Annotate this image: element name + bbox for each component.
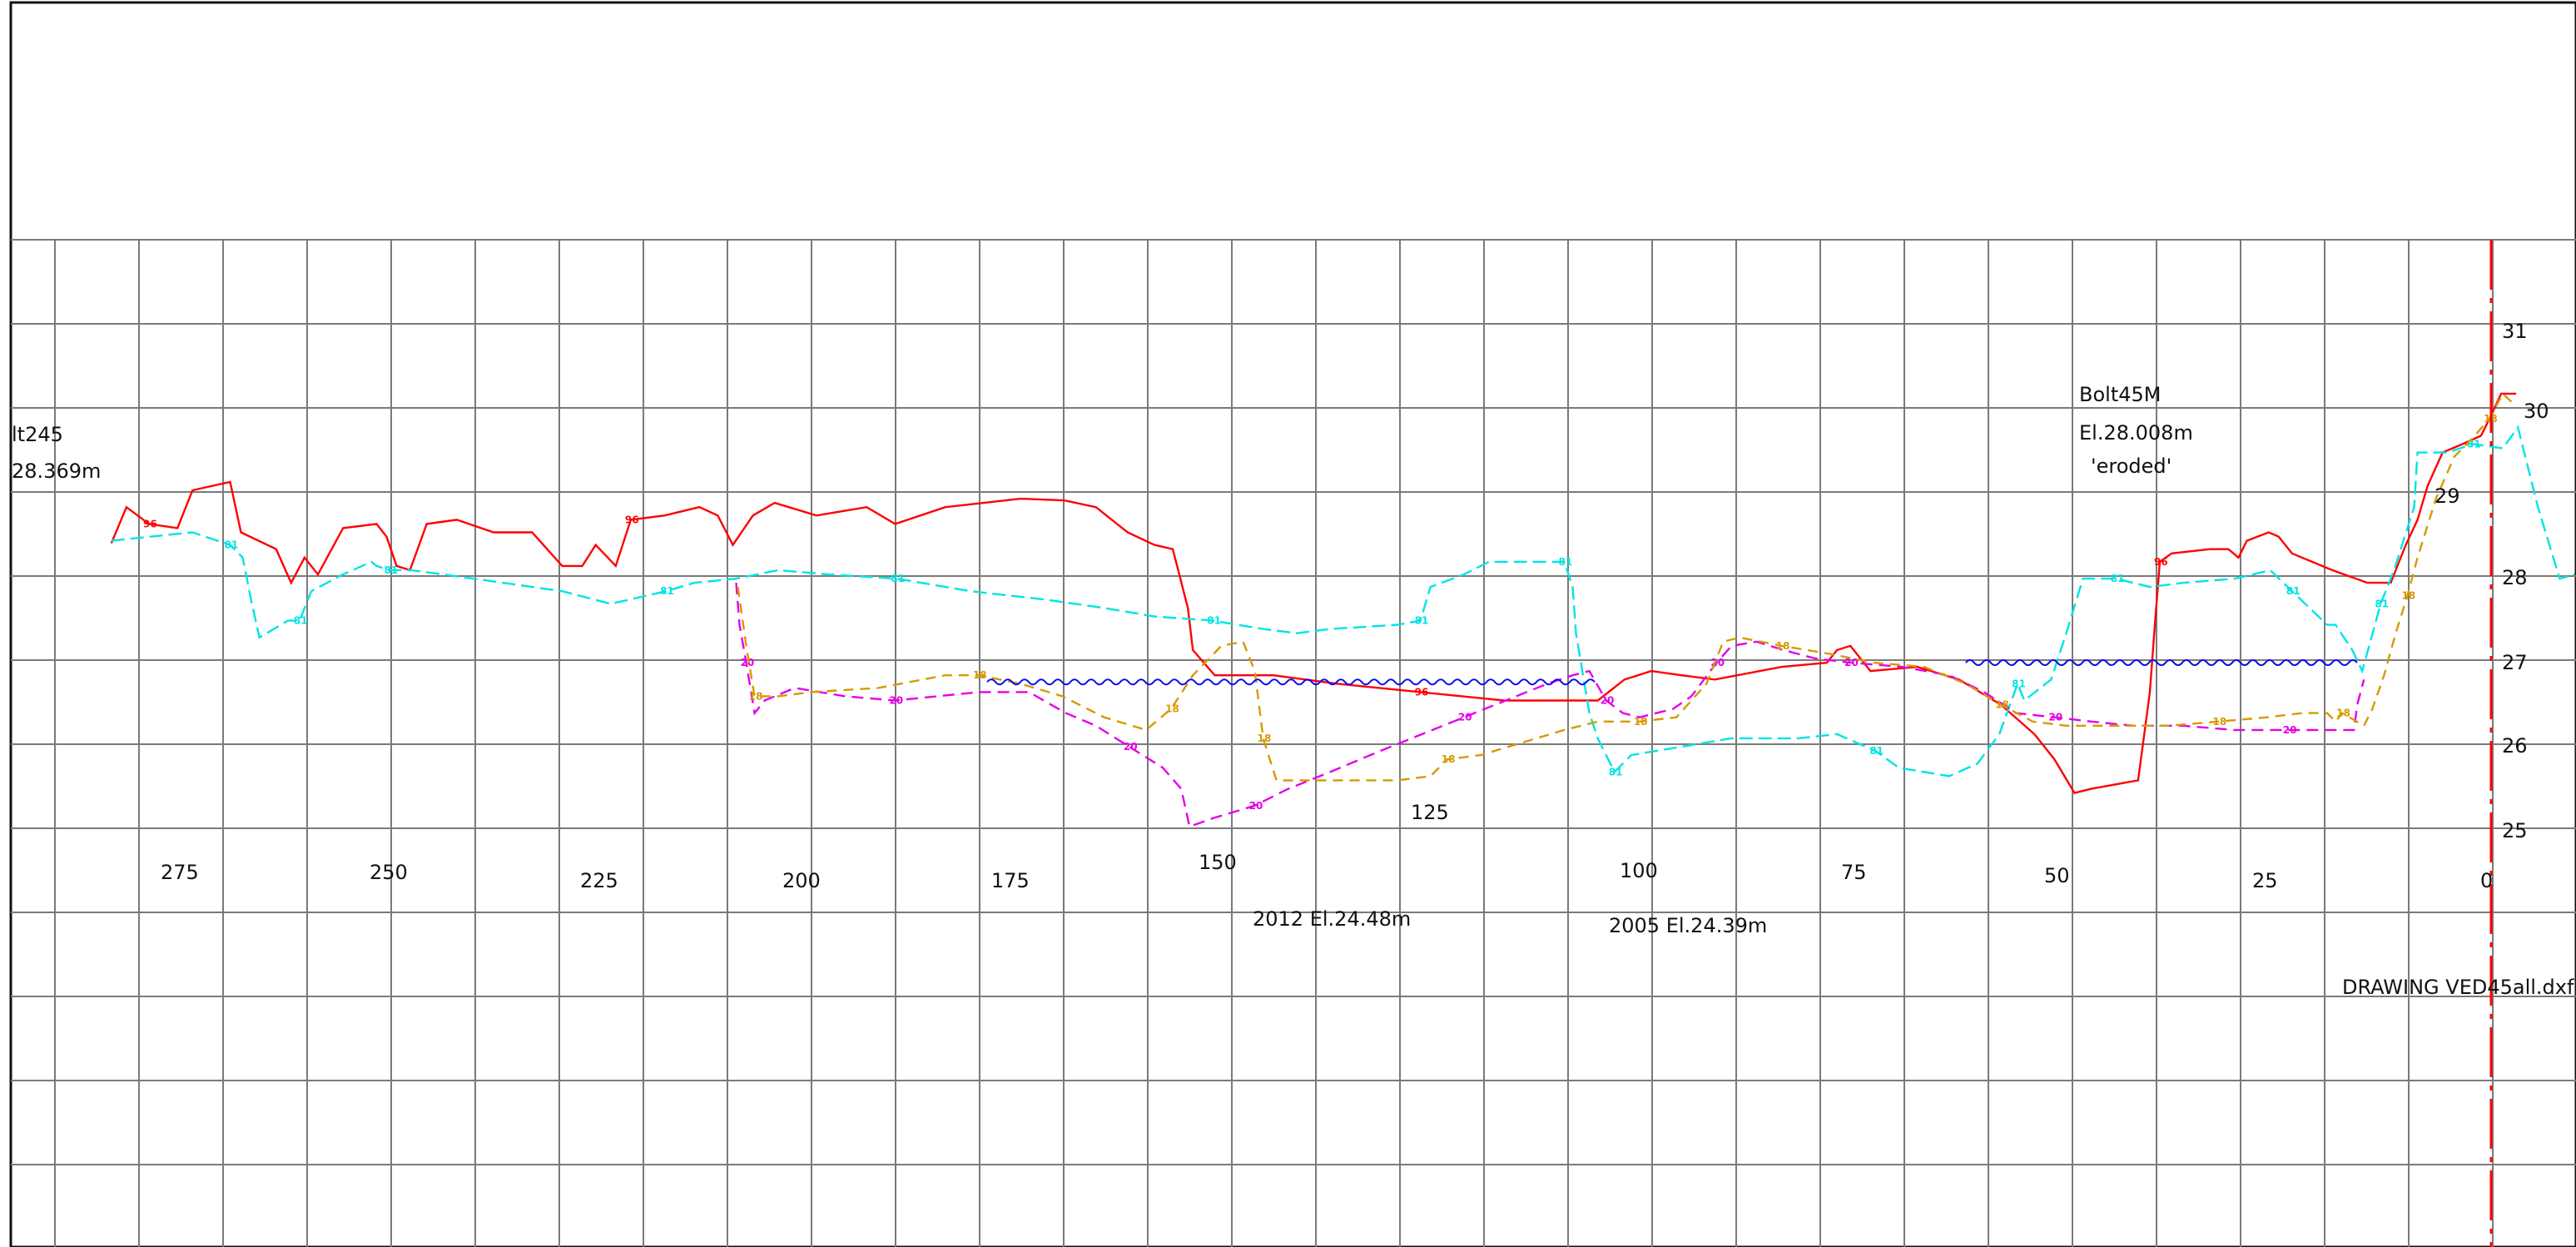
line-code-tag: 81 <box>2286 585 2301 597</box>
elevation-label: 30 <box>2524 400 2549 423</box>
line-code-tag: 81 <box>384 564 398 576</box>
line-code-tag: 20 <box>1249 800 1263 812</box>
bolt-right-name: Bolt45M <box>2079 383 2161 406</box>
line-code-tag: 81 <box>2012 678 2026 689</box>
profile-line-18 <box>737 391 2518 782</box>
line-code-tag: 81 <box>2467 438 2481 450</box>
elevation-label: 26 <box>2502 734 2528 758</box>
line-code-tag: 18 <box>1995 699 2009 711</box>
station-label: 275 <box>161 861 199 884</box>
station-label: 125 <box>1411 801 1449 824</box>
line-code-tag: 18 <box>1776 640 1790 652</box>
elevation-label: 25 <box>2502 819 2528 842</box>
line-code-tag: 20 <box>2283 724 2297 736</box>
line-code-tag: 18 <box>1258 733 1272 744</box>
bolt-left-name: lt245 <box>12 423 63 446</box>
line-code-tag: 20 <box>741 657 755 668</box>
line-code-tag: 81 <box>294 615 308 627</box>
elevation-label: 29 <box>2435 484 2460 508</box>
station-label: 150 <box>1199 851 1237 874</box>
station-label: 250 <box>370 861 408 884</box>
elevation-label: 28 <box>2502 566 2528 589</box>
line-code-tag: 20 <box>1124 741 1138 753</box>
station-label: 225 <box>580 869 618 892</box>
line-code-tag: 18 <box>1165 703 1179 715</box>
elevation-labels: 31 30 29 28 27 26 25 <box>2435 320 2549 842</box>
profile-lines: 96 96 96 96 81 81 81 81 81 81 81 81 81 81 81 81 81 81 81 20… <box>110 391 2575 828</box>
drawing-file-label: DRAWING VED45all.dxf <box>2342 976 2574 999</box>
line-code-tag: 81 <box>1207 615 1221 627</box>
station-label: 175 <box>991 869 1030 892</box>
line-code-tag: 96 <box>1415 686 1429 698</box>
annotations: lt245 28.369m Bolt45M El.28.008m 'eroded… <box>12 383 2574 999</box>
station-label: 75 <box>1841 861 1867 884</box>
line-code-tag: 18 <box>973 669 987 681</box>
elevation-label: 31 <box>2502 320 2528 343</box>
line-code-tag: 96 <box>625 514 639 525</box>
line-code-tag: 20 <box>889 695 903 707</box>
line-code-tag: 81 <box>2111 573 2125 584</box>
line-code-tag: 81 <box>891 573 905 584</box>
elevation-label: 27 <box>2502 651 2528 674</box>
station-label: 25 <box>2252 869 2278 892</box>
line-code-tag: 18 <box>2402 589 2416 601</box>
profile-line-water <box>986 678 1596 686</box>
grid <box>11 239 2576 1247</box>
station-label: 100 <box>1620 859 1658 882</box>
line-code-tag: 81 <box>1609 766 1623 778</box>
profile-line-water <box>1965 659 2358 667</box>
station-label: 0 <box>2480 869 2493 892</box>
profile-line-81 <box>111 425 2575 778</box>
line-code-tag: 20 <box>2048 712 2062 723</box>
bolt-right-elevation: El.28.008m <box>2079 421 2193 445</box>
survey-2005-label: 2005 El.24.39m <box>1609 914 1767 937</box>
station-labels: 275 250 225 200 175 150 125 100 75 50 25… <box>161 801 2493 892</box>
line-code-tag: 96 <box>2154 556 2168 568</box>
profile-line-20 <box>735 583 2365 828</box>
line-code-tag: 81 <box>1558 556 1572 568</box>
line-code-tag: 18 <box>2336 708 2350 719</box>
survey-2012-label: 2012 El.24.48m <box>1253 907 1411 931</box>
line-code-tag: 81 <box>224 539 238 551</box>
bolt-right-note: 'eroded' <box>2091 455 2171 478</box>
station-label: 50 <box>2044 864 2070 887</box>
line-code-tag: 81 <box>1415 615 1429 627</box>
line-code-tag: 81 <box>1869 745 1884 757</box>
line-code-tag: 20 <box>1601 695 1615 707</box>
line-code-tag: 18 <box>1634 716 1648 728</box>
line-code-tag: 20 <box>1844 657 1859 668</box>
line-code-tag: 20 <box>1458 712 1472 723</box>
line-code-tag: 96 <box>143 518 157 529</box>
bolt-left-elevation: 28.369m <box>12 460 101 483</box>
line-code-tag: 18 <box>2212 716 2226 728</box>
profile-line-96 <box>110 392 2517 794</box>
line-code-tag: 81 <box>2375 598 2389 609</box>
station-label: 200 <box>782 869 821 892</box>
drawing-frame <box>9 1 2576 1247</box>
line-code-tag: 81 <box>660 585 674 597</box>
line-code-tag: 18 <box>749 690 763 702</box>
line-code-tag: 18 <box>1442 753 1456 765</box>
